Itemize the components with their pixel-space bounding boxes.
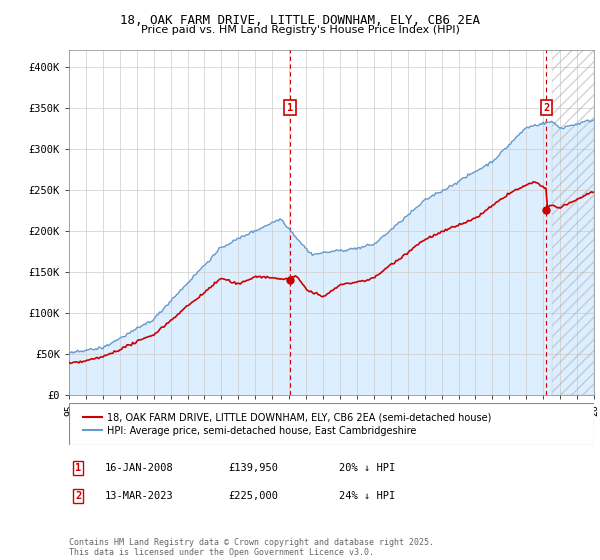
Legend: 18, OAK FARM DRIVE, LITTLE DOWNHAM, ELY, CB6 2EA (semi-detached house), HPI: Ave: 18, OAK FARM DRIVE, LITTLE DOWNHAM, ELY,… bbox=[79, 409, 496, 440]
Text: 1: 1 bbox=[287, 103, 293, 113]
Text: 1: 1 bbox=[75, 463, 81, 473]
Text: 2: 2 bbox=[75, 491, 81, 501]
Text: Contains HM Land Registry data © Crown copyright and database right 2025.
This d: Contains HM Land Registry data © Crown c… bbox=[69, 538, 434, 557]
Text: £225,000: £225,000 bbox=[228, 491, 278, 501]
Text: 2: 2 bbox=[543, 103, 550, 113]
Text: 20% ↓ HPI: 20% ↓ HPI bbox=[339, 463, 395, 473]
Text: £139,950: £139,950 bbox=[228, 463, 278, 473]
Text: 24% ↓ HPI: 24% ↓ HPI bbox=[339, 491, 395, 501]
Text: Price paid vs. HM Land Registry's House Price Index (HPI): Price paid vs. HM Land Registry's House … bbox=[140, 25, 460, 35]
Text: 18, OAK FARM DRIVE, LITTLE DOWNHAM, ELY, CB6 2EA: 18, OAK FARM DRIVE, LITTLE DOWNHAM, ELY,… bbox=[120, 14, 480, 27]
Text: 13-MAR-2023: 13-MAR-2023 bbox=[105, 491, 174, 501]
Text: 16-JAN-2008: 16-JAN-2008 bbox=[105, 463, 174, 473]
